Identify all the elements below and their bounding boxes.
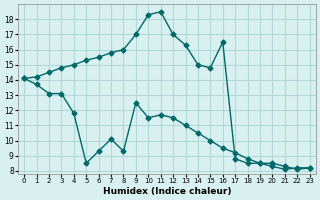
X-axis label: Humidex (Indice chaleur): Humidex (Indice chaleur): [103, 187, 231, 196]
